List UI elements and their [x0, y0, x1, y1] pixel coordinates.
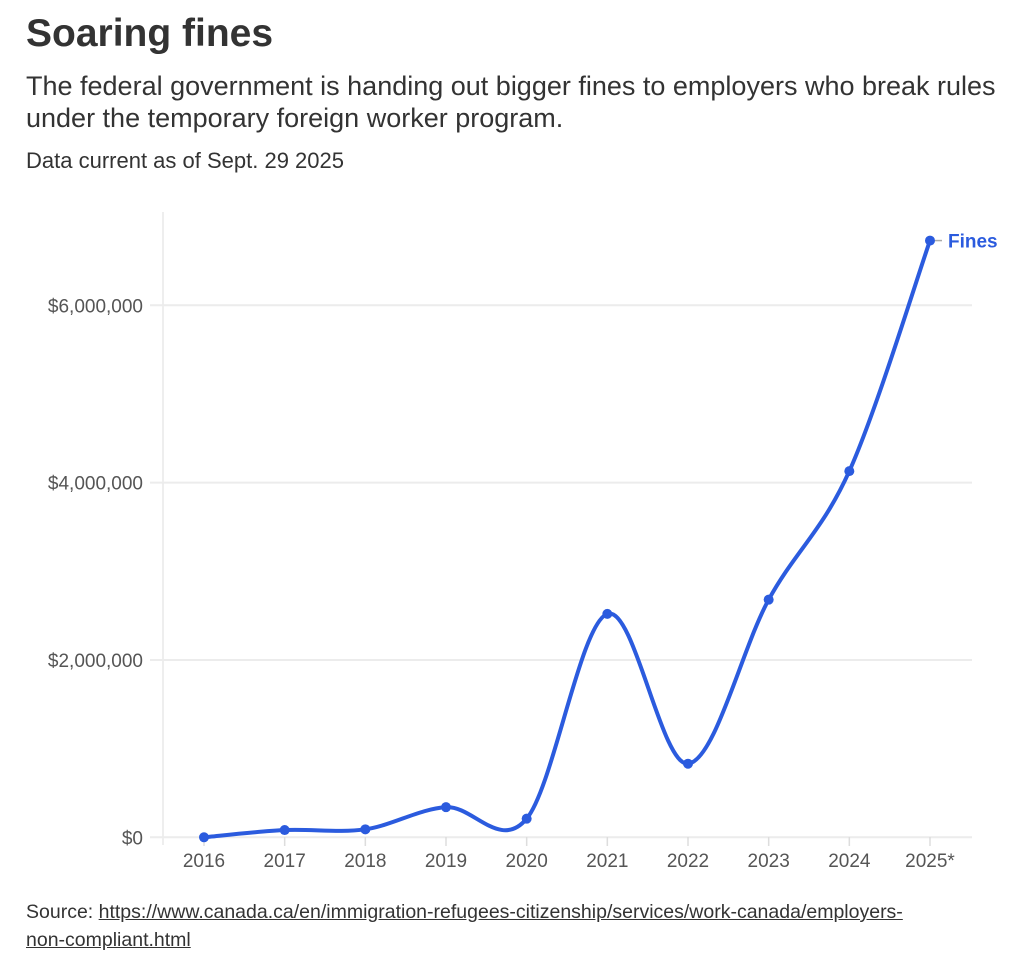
x-tick-label: 2021 — [586, 851, 628, 872]
data-point — [925, 235, 935, 246]
y-tick-label: $4,000,000 — [48, 474, 143, 495]
data-point — [683, 758, 693, 769]
series-line-fines — [202, 238, 932, 840]
data-point — [521, 813, 532, 824]
x-tick-label: 2022 — [667, 851, 709, 872]
x-tick-label: 2019 — [425, 851, 467, 872]
source-link[interactable]: https://www.canada.ca/en/immigration-ref… — [26, 901, 903, 951]
x-tick-label: 2020 — [506, 851, 548, 872]
data-point — [199, 832, 209, 843]
x-tick-label: 2024 — [828, 851, 871, 872]
x-tick-label: 2018 — [344, 851, 386, 872]
data-point — [360, 824, 371, 835]
x-tick-label: 2016 — [183, 851, 225, 872]
chart-subtitle: The federal government is handing out bi… — [26, 71, 996, 133]
series-label: Fines — [948, 232, 998, 253]
x-tick-label: 2025* — [905, 851, 955, 872]
data-point — [763, 594, 774, 605]
data-point — [602, 608, 613, 619]
data-point — [441, 802, 451, 813]
source-label: Source: — [26, 901, 99, 923]
y-tick-label: $6,000,000 — [48, 296, 143, 317]
x-tick-label: 2023 — [748, 851, 790, 872]
y-tick-label: $2,000,000 — [48, 651, 143, 672]
data-point — [279, 825, 290, 836]
data-point — [844, 466, 855, 477]
source-note: Source: https://www.canada.ca/en/immigra… — [26, 898, 926, 954]
y-tick-label: $0 — [122, 828, 143, 849]
chart-title: Soaring fines — [26, 12, 274, 55]
data-date-note: Data current as of Sept. 29 2025 — [26, 148, 344, 173]
x-tick-label: 2017 — [264, 851, 306, 872]
